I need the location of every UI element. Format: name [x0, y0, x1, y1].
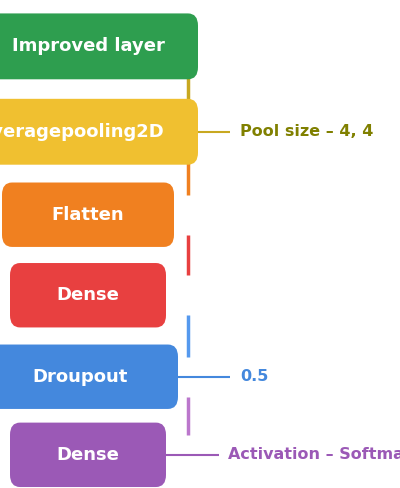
- Text: Activation – Softmax: Activation – Softmax: [228, 447, 400, 462]
- FancyBboxPatch shape: [10, 263, 166, 327]
- FancyBboxPatch shape: [0, 13, 198, 79]
- Text: Dense: Dense: [56, 286, 120, 304]
- FancyBboxPatch shape: [10, 423, 166, 487]
- Text: Flatten: Flatten: [52, 206, 124, 224]
- FancyBboxPatch shape: [0, 99, 198, 164]
- Text: Droupout: Droupout: [32, 368, 128, 386]
- Text: 0.5: 0.5: [240, 369, 268, 384]
- Text: Pool size – 4, 4: Pool size – 4, 4: [240, 124, 373, 139]
- Text: Dense: Dense: [56, 446, 120, 464]
- Text: Averagepooling2D: Averagepooling2D: [0, 123, 165, 141]
- Text: Improved layer: Improved layer: [12, 38, 164, 55]
- FancyBboxPatch shape: [2, 183, 174, 247]
- FancyBboxPatch shape: [0, 345, 178, 409]
